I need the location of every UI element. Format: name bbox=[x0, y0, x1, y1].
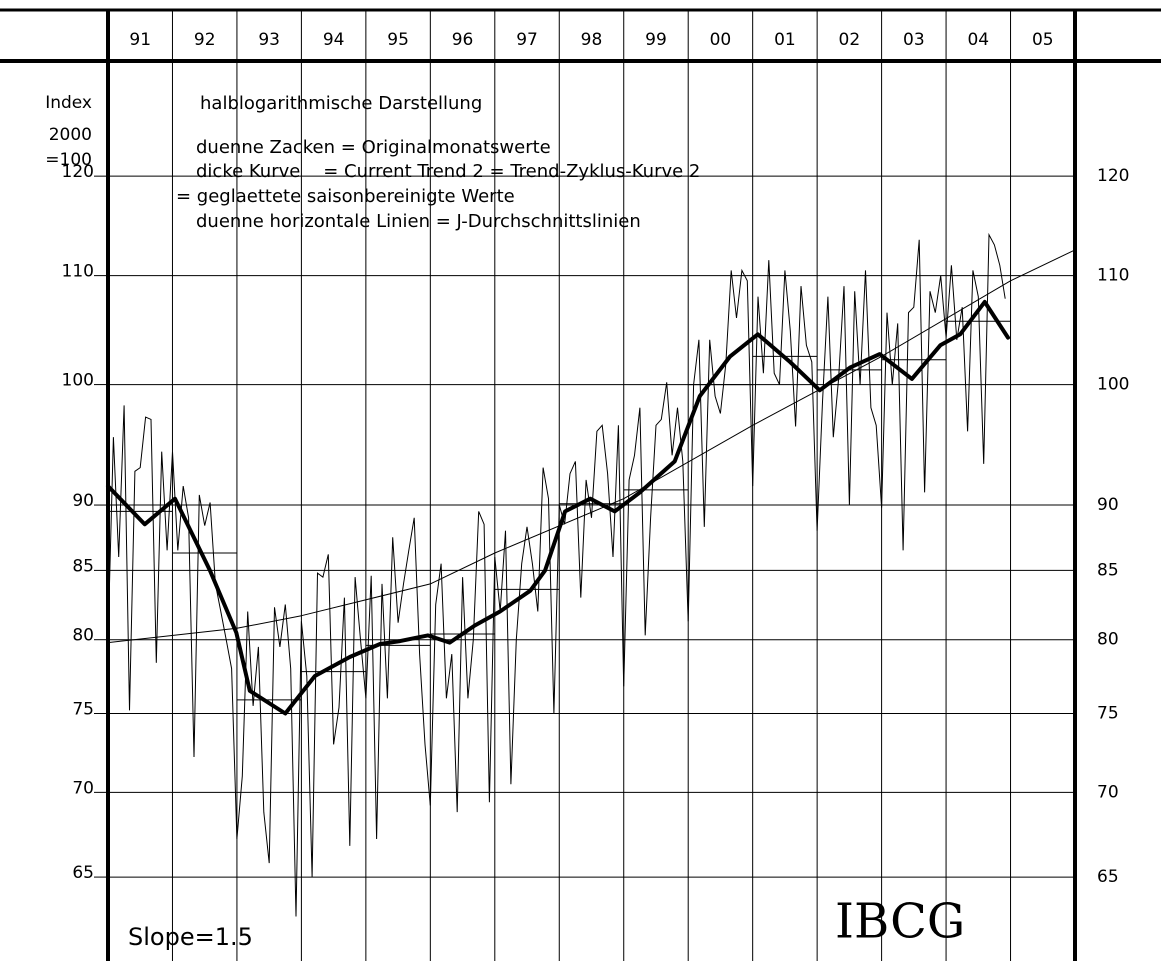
y-tick-label: 85 bbox=[1097, 560, 1119, 580]
x-tick-label: 03 bbox=[903, 30, 925, 50]
axis-label: =100 bbox=[45, 150, 92, 170]
x-tick-label: 97 bbox=[516, 30, 538, 50]
y-tick-label: 90 bbox=[72, 491, 94, 511]
x-tick-label: 92 bbox=[194, 30, 216, 50]
axis-label: Index bbox=[45, 93, 92, 113]
logo: IBCG bbox=[835, 894, 965, 950]
y-tick-label: 90 bbox=[1097, 495, 1119, 515]
x-tick-label: 95 bbox=[387, 30, 409, 50]
x-tick-label: 05 bbox=[1032, 30, 1054, 50]
y-tick-label: 65 bbox=[1097, 867, 1119, 887]
y-tick-label: 100 bbox=[62, 371, 94, 391]
monthly-line bbox=[107, 232, 1006, 917]
x-tick-label: 02 bbox=[839, 30, 861, 50]
annotation: = geglaettete saisonbereinigte Werte bbox=[176, 186, 515, 207]
annotation: duenne horizontale Linien = J-Durchschni… bbox=[196, 211, 641, 232]
y-tick-label: 110 bbox=[62, 262, 94, 282]
annotation: dicke Kurve = Current Trend 2 = Trend-Zy… bbox=[196, 161, 700, 182]
x-tick-label: 96 bbox=[452, 30, 474, 50]
axis-label: 2000 bbox=[49, 125, 92, 145]
y-tick-label: 80 bbox=[1097, 630, 1119, 650]
x-tick-label: 99 bbox=[645, 30, 667, 50]
y-tick-label: 70 bbox=[1097, 782, 1119, 802]
x-tick-label: 91 bbox=[129, 30, 151, 50]
y-tick-label: 80 bbox=[72, 626, 94, 646]
y-tick-label: 75 bbox=[72, 699, 94, 719]
y-tick-label: 75 bbox=[1097, 703, 1119, 723]
x-tick-label: 94 bbox=[323, 30, 345, 50]
y-tick-label: 120 bbox=[62, 162, 94, 182]
y-tick-label: 110 bbox=[1097, 266, 1129, 286]
y-tick-label: 65 bbox=[72, 863, 94, 883]
trend-curve bbox=[106, 299, 1010, 716]
annotation: duenne Zacken = Originalmonatswerte bbox=[196, 137, 551, 158]
x-tick-label: 93 bbox=[258, 30, 280, 50]
x-tick-label: 04 bbox=[967, 30, 989, 50]
y-tick-label: 100 bbox=[1097, 375, 1129, 395]
x-tick-label: 01 bbox=[774, 30, 796, 50]
annotation: halblogarithmische Darstellung bbox=[200, 93, 482, 114]
y-tick-label: 120 bbox=[1097, 166, 1129, 186]
y-tick-label: 70 bbox=[72, 778, 94, 798]
y-tick-label: 85 bbox=[72, 556, 94, 576]
x-tick-label: 98 bbox=[581, 30, 603, 50]
annotation: Slope=1.5 bbox=[128, 923, 253, 951]
x-tick-label: 00 bbox=[710, 30, 732, 50]
